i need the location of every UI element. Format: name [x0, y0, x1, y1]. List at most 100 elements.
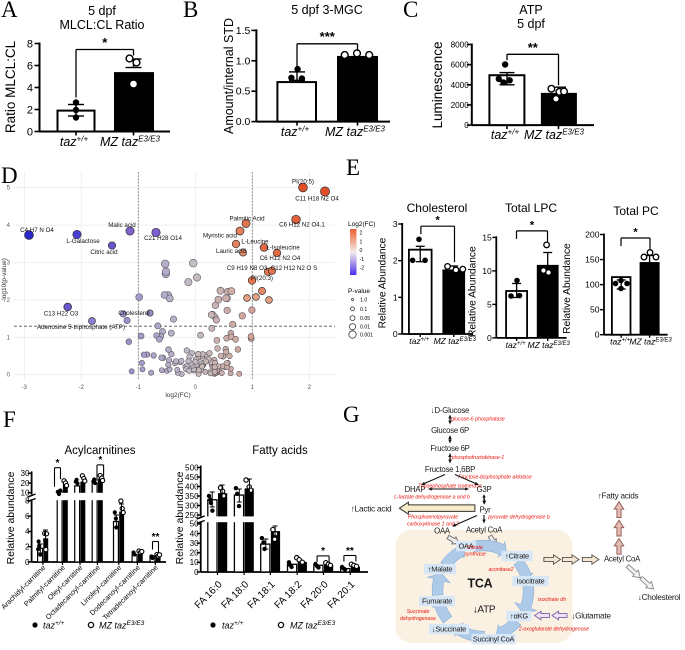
svg-text:2: 2: [308, 385, 312, 391]
svg-text:0: 0: [487, 333, 492, 343]
svg-text:350: 350: [185, 492, 199, 501]
svg-text:5 dpf: 5 dpf: [517, 17, 545, 31]
svg-text:G: G: [343, 402, 360, 427]
svg-text:2: 2: [25, 543, 30, 552]
svg-text:50: 50: [190, 520, 200, 529]
svg-text:ATP: ATP: [519, 3, 542, 17]
svg-text:OAA: OAA: [458, 542, 473, 551]
svg-text:30: 30: [190, 539, 200, 548]
svg-text:0: 0: [393, 329, 398, 339]
svg-text:10: 10: [190, 558, 200, 567]
svg-text:taz+/+: taz+/+: [506, 340, 527, 350]
svg-text:PI(20:3): PI(20:3): [251, 275, 273, 282]
svg-text:4: 4: [25, 527, 30, 536]
svg-text:L-Isoleucine: L-Isoleucine: [266, 245, 300, 252]
svg-text:2000: 2000: [451, 101, 470, 110]
svg-text:1.0: 1.0: [360, 298, 367, 304]
svg-text:synthase: synthase: [464, 552, 486, 558]
svg-text:2-oxoglutarate dehydrogenase: 2-oxoglutarate dehydrogenase: [518, 627, 589, 633]
svg-text:MZ tazE3/E3: MZ tazE3/E3: [528, 340, 571, 350]
svg-text:Fructose 1,6BP: Fructose 1,6BP: [425, 465, 475, 474]
svg-text:glucose-6 phosphatase: glucose-6 phosphatase: [451, 417, 505, 423]
svg-text:0: 0: [194, 385, 198, 391]
svg-text:Log2(FC): Log2(FC): [348, 221, 375, 228]
svg-text:5: 5: [7, 186, 11, 192]
svg-text:***: ***: [320, 29, 336, 44]
svg-text:-log10(p-value): -log10(p-value): [1, 258, 8, 302]
svg-text:-2: -2: [79, 385, 85, 391]
svg-text:Fructose 6P: Fructose 6P: [430, 444, 469, 453]
svg-text:MZ tazE3/E3: MZ tazE3/E3: [629, 337, 672, 347]
svg-text:↑Malate: ↑Malate: [428, 565, 453, 574]
svg-text:2: 2: [7, 298, 11, 304]
svg-text:MZ tazE3/E3: MZ tazE3/E3: [434, 336, 477, 346]
svg-text:Glucose 6P: Glucose 6P: [431, 426, 469, 435]
svg-text:D: D: [1, 163, 18, 188]
svg-text:Fatty acids: Fatty acids: [252, 445, 308, 457]
svg-text:**: **: [528, 40, 539, 55]
svg-text:**: **: [346, 546, 354, 557]
svg-text:-2: -2: [360, 266, 365, 272]
svg-text:taz+/+: taz+/+: [610, 337, 631, 347]
svg-text:4: 4: [7, 223, 11, 229]
svg-text:Amount/internal STD: Amount/internal STD: [222, 18, 236, 134]
svg-text:↓D-Glucose: ↓D-Glucose: [431, 406, 469, 415]
svg-text:*: *: [56, 458, 60, 469]
svg-text:Lauric acid: Lauric acid: [216, 248, 246, 255]
svg-text:5 dpf 3-MGC: 5 dpf 3-MGC: [291, 3, 363, 17]
svg-text:E: E: [346, 155, 360, 180]
svg-text:Cholesterol: Cholesterol: [118, 310, 149, 317]
svg-text:1.5: 1.5: [236, 25, 251, 37]
svg-text:0.0: 0.0: [236, 116, 251, 128]
svg-text:Relative Abundance: Relative Abundance: [468, 246, 479, 337]
svg-text:150: 150: [585, 255, 600, 265]
svg-text:Myristic acid: Myristic acid: [203, 233, 238, 240]
svg-text:-1: -1: [136, 385, 142, 391]
svg-text:Phosphoenolpyruvate: Phosphoenolpyruvate: [408, 515, 458, 521]
svg-text:400: 400: [185, 482, 199, 491]
svg-text:10: 10: [20, 489, 30, 498]
svg-text:Adenosine 5-triphosphate (ATP): Adenosine 5-triphosphate (ATP): [37, 324, 125, 331]
svg-text:0: 0: [194, 568, 199, 577]
svg-text:0.05: 0.05: [360, 316, 370, 322]
svg-text:0.001: 0.001: [360, 333, 373, 339]
svg-text:G3P: G3P: [477, 485, 492, 494]
svg-text:4: 4: [27, 82, 33, 94]
svg-text:40: 40: [190, 529, 200, 538]
svg-text:0: 0: [27, 126, 33, 138]
svg-text:*: *: [102, 35, 108, 50]
svg-text:L-Leucine: L-Leucine: [241, 239, 269, 246]
svg-text:C11 H18 N2 O4: C11 H18 N2 O4: [295, 196, 339, 203]
svg-text:450: 450: [185, 473, 199, 482]
svg-text:20: 20: [20, 479, 30, 488]
svg-text:6: 6: [27, 60, 33, 72]
svg-text:taz+/+: taz+/+: [222, 620, 244, 630]
svg-text:-1: -1: [360, 257, 365, 263]
svg-text:TCA: TCA: [468, 577, 493, 591]
svg-text:Isocitrate: Isocitrate: [517, 577, 545, 586]
svg-text:Triosephosphate isomerase: Triosephosphate isomerase: [418, 484, 482, 490]
svg-text:100: 100: [585, 280, 600, 290]
svg-text:*: *: [436, 215, 441, 227]
svg-text:Luminescence: Luminescence: [430, 41, 445, 128]
svg-text:MLCL:CL Ratio: MLCL:CL Ratio: [60, 18, 145, 32]
svg-text:C21 H28 O14: C21 H28 O14: [144, 235, 182, 242]
svg-text:5: 5: [487, 299, 492, 309]
svg-text:L-lactate dehydrogenase a and: L-lactate dehydrogenase a and b: [394, 495, 470, 501]
svg-text:Acylcarnitines: Acylcarnitines: [65, 445, 136, 457]
svg-text:6: 6: [25, 512, 30, 521]
svg-text:Succinate: Succinate: [407, 609, 430, 615]
svg-text:P-value: P-value: [348, 288, 370, 295]
svg-text:0: 0: [7, 373, 11, 379]
svg-text:taz+/+: taz+/+: [409, 336, 430, 346]
svg-text:6000: 6000: [451, 61, 470, 70]
svg-text:Fumarate: Fumarate: [422, 597, 452, 606]
svg-text:↓Glutamate: ↓Glutamate: [571, 612, 611, 621]
svg-text:C6 H12 N2 O4: C6 H12 N2 O4: [260, 255, 301, 262]
svg-text:Malic acid: Malic acid: [108, 222, 136, 229]
svg-text:log2(FC): log2(FC): [165, 392, 190, 399]
svg-text:200: 200: [585, 230, 600, 240]
svg-text:0.1: 0.1: [360, 307, 367, 313]
svg-text:-3: -3: [22, 385, 28, 391]
svg-text:L-Galactose: L-Galactose: [66, 238, 100, 245]
